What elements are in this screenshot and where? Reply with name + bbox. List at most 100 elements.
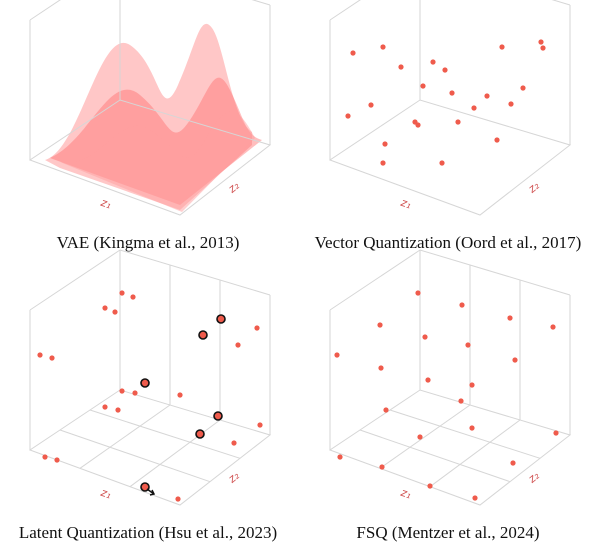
panel: z₁ z₂ FSQ (Mentzer et al., 2024)	[328, 249, 572, 542]
point	[334, 352, 340, 358]
point	[469, 425, 475, 431]
point	[140, 378, 150, 388]
point	[175, 496, 181, 502]
floor	[328, 99, 572, 216]
point	[379, 464, 385, 470]
point	[383, 407, 389, 413]
y-axis-label: z₂	[525, 469, 542, 487]
edge	[29, 249, 271, 311]
point	[425, 377, 431, 383]
edge	[329, 0, 571, 21]
point	[465, 342, 471, 348]
panel: z₁ z₂ Latent Quantization (Hsu et al., 202…	[19, 249, 277, 542]
grid	[79, 404, 171, 469]
point	[102, 305, 108, 311]
floor	[28, 389, 272, 506]
point	[553, 430, 559, 436]
arrow	[146, 488, 156, 496]
floor	[328, 389, 572, 506]
point	[550, 324, 556, 330]
point	[459, 302, 465, 308]
point	[508, 101, 514, 107]
grid	[89, 409, 241, 459]
point	[494, 137, 500, 143]
grid	[59, 429, 211, 483]
point	[430, 59, 436, 65]
point	[102, 404, 108, 410]
point	[439, 160, 445, 166]
point	[231, 440, 237, 446]
point	[119, 388, 125, 394]
y-axis-label: z₂	[525, 179, 542, 197]
caption: Vector Quantization (Oord et al., 2017)	[315, 233, 582, 252]
point	[507, 315, 513, 321]
point	[378, 365, 384, 371]
x-axis-label: z₁	[98, 196, 113, 212]
point	[368, 102, 374, 108]
point	[469, 382, 475, 388]
point	[198, 330, 208, 340]
point	[112, 309, 118, 315]
point	[216, 314, 226, 324]
point	[380, 44, 386, 50]
point	[455, 119, 461, 125]
x-axis-label: z₁	[98, 486, 113, 502]
point	[499, 44, 505, 50]
caption: FSQ (Mentzer et al., 2024)	[356, 523, 539, 542]
point	[415, 290, 421, 296]
vae-surface	[45, 23, 262, 212]
point	[380, 160, 386, 166]
grid	[359, 429, 511, 483]
point	[350, 50, 356, 56]
point	[42, 454, 48, 460]
point	[345, 113, 351, 119]
point	[510, 460, 516, 466]
point	[420, 83, 426, 89]
point	[119, 290, 125, 296]
point	[257, 422, 263, 428]
point	[54, 457, 60, 463]
point	[442, 67, 448, 73]
panel: z₁ z₂ Vector Quantization (Oord et al., 20…	[315, 0, 582, 252]
grid	[389, 409, 541, 459]
point	[417, 434, 423, 440]
x-axis-label: z₁	[398, 196, 413, 212]
point	[458, 398, 464, 404]
y-axis-label: z₂	[225, 179, 242, 197]
point	[130, 294, 136, 300]
point	[254, 325, 260, 331]
point	[115, 407, 121, 413]
point	[382, 141, 388, 147]
grid	[129, 419, 221, 488]
point	[377, 322, 383, 328]
grid	[429, 419, 521, 488]
point	[472, 495, 478, 501]
point	[398, 64, 404, 70]
point	[512, 357, 518, 363]
edge	[329, 249, 571, 311]
point	[337, 454, 343, 460]
point	[422, 334, 428, 340]
point	[415, 122, 421, 128]
point	[177, 392, 183, 398]
point	[538, 39, 544, 45]
point	[195, 429, 205, 439]
point	[484, 93, 490, 99]
point	[132, 390, 138, 396]
point	[235, 342, 241, 348]
point	[449, 90, 455, 96]
point	[540, 45, 546, 51]
point	[471, 105, 477, 111]
point	[213, 411, 223, 421]
point	[49, 355, 55, 361]
x-axis-label: z₁	[398, 486, 413, 502]
y-axis-label: z₂	[225, 469, 242, 487]
grid	[379, 404, 471, 469]
caption: VAE (Kingma et al., 2013)	[57, 233, 240, 252]
edge	[29, 0, 271, 21]
point	[37, 352, 43, 358]
point	[520, 85, 526, 91]
caption: Latent Quantization (Hsu et al., 2023)	[19, 523, 277, 542]
point	[427, 483, 433, 489]
